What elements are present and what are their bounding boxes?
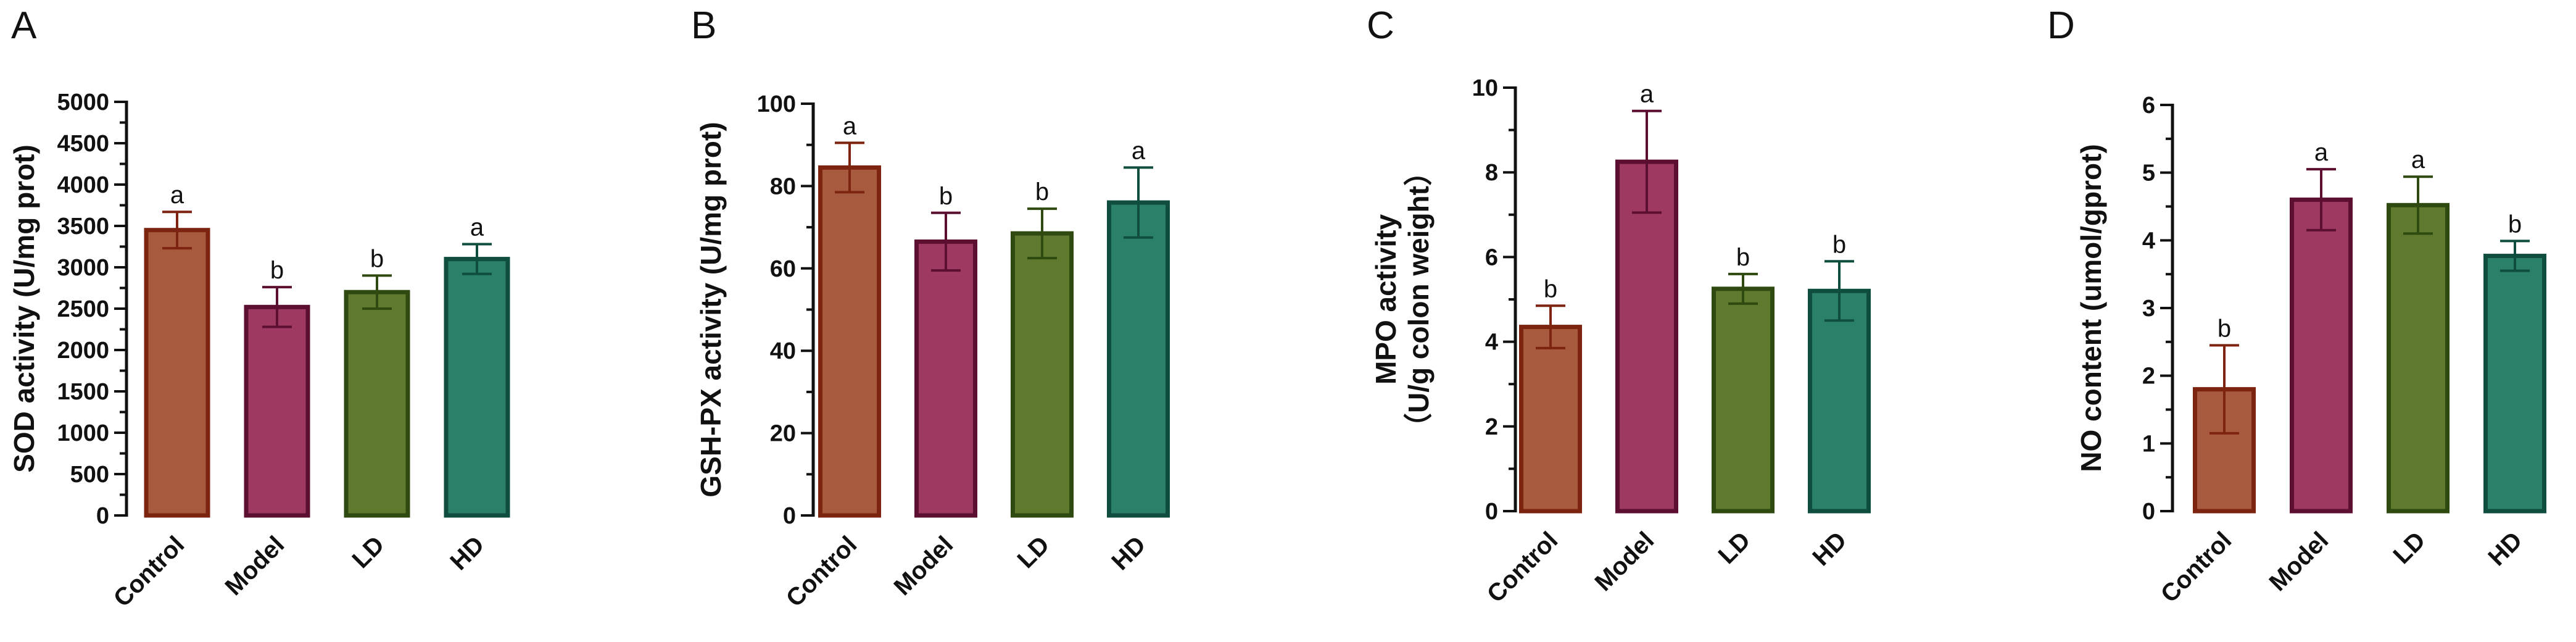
y-tick-label: 6: [1485, 244, 1498, 270]
y-tick-label: 3500: [57, 214, 109, 240]
bar-control: [144, 228, 210, 518]
x-tick-label-control: Control: [781, 531, 863, 612]
bar-model: [1615, 159, 1678, 514]
panel-d: D 0 1 2 3 4 5 6 NO content (umol/gprot) b Control a…: [2047, 4, 2546, 608]
y-tick-label: 10: [1472, 75, 1498, 101]
y-tick-label: 6: [2142, 93, 2155, 119]
y-tick-label: 5000: [57, 90, 109, 115]
y-axis-label: GSH-PX activity (U/mg prot): [695, 122, 727, 497]
significance-label-hd: a: [1132, 137, 1146, 164]
panel-c: C 0 2 4 6 8 10 MPO activity （U/g colon weight） b C…: [1367, 4, 1871, 608]
significance-label-ld: b: [1035, 178, 1049, 206]
y-tick-label: 60: [770, 256, 796, 282]
y-tick-label: 2000: [57, 338, 109, 364]
y-tick-label: 0: [1485, 499, 1498, 525]
y-tick-label: 4: [2142, 228, 2155, 254]
bar-ld: [2387, 202, 2450, 514]
x-tick-label-model: Model: [2264, 527, 2334, 596]
x-tick-label-control: Control: [109, 531, 190, 612]
y-tick-label: 100: [757, 91, 796, 117]
bar-control: [1519, 325, 1582, 514]
x-tick-label-ld: LD: [1713, 527, 1756, 569]
y-tick-label: 40: [770, 338, 796, 364]
y-tick-label: 8: [1485, 160, 1498, 186]
significance-label-model: a: [2314, 139, 2329, 166]
significance-label-control: a: [843, 112, 857, 140]
bar-ld: [344, 290, 410, 518]
y-tick-label: 2: [2142, 364, 2155, 390]
y-tick-label: 500: [70, 462, 109, 488]
x-tick-label-hd: HD: [1807, 527, 1852, 571]
significance-label-hd: b: [1833, 231, 1846, 258]
y-axis-label: SOD activity (U/mg prot): [8, 144, 40, 473]
panel-letter: D: [2047, 4, 2075, 47]
y-tick-label: 2: [1485, 414, 1498, 440]
significance-label-ld: b: [1736, 244, 1750, 271]
x-tick-label-hd: HD: [445, 531, 489, 575]
bar-hd: [2483, 254, 2546, 514]
y-tick-label: 4500: [57, 131, 109, 157]
bar-control: [2193, 387, 2256, 514]
bar-model: [914, 239, 977, 518]
y-tick-label: 0: [2142, 499, 2155, 525]
significance-label-control: a: [170, 181, 184, 209]
bar-hd: [444, 257, 510, 518]
bar-hd: [1107, 200, 1170, 518]
x-tick-label-control: Control: [2156, 527, 2237, 608]
x-tick-label-control: Control: [1482, 527, 1563, 608]
bar-control: [818, 165, 881, 518]
y-axis-label: MPO activity: [1370, 214, 1402, 385]
y-tick-label: 1: [2142, 431, 2155, 457]
significance-label-model: b: [270, 257, 284, 284]
panel-letter: C: [1367, 4, 1394, 47]
y-tick-label: 0: [783, 503, 796, 529]
x-tick-label-model: Model: [1590, 527, 1660, 596]
y-tick-label: 4000: [57, 172, 109, 198]
significance-label-hd: b: [2508, 211, 2522, 238]
x-tick-label-hd: HD: [2483, 527, 2527, 571]
significance-label-ld: b: [370, 245, 384, 272]
bar-ld: [1712, 286, 1775, 514]
significance-label-model: b: [939, 183, 953, 210]
panel-letter: A: [11, 4, 37, 47]
bar-hd: [1808, 288, 1871, 514]
y-tick-label: 80: [770, 173, 796, 199]
panel-a: A 0 500 1000 1500 2000 2500 3000 3500 4000 4500 500…: [8, 4, 510, 612]
x-tick-label-ld: LD: [2388, 527, 2431, 569]
significance-label-control: b: [1544, 275, 1557, 302]
x-tick-label-ld: LD: [347, 531, 390, 573]
y-tick-label: 1500: [57, 379, 109, 405]
y-axis-label: NO content (umol/gprot): [2075, 144, 2107, 472]
bar-model: [2290, 198, 2353, 514]
y-tick-label: 1000: [57, 420, 109, 446]
panel-b: B 0 20 40 60 80 100 GSH-PX activity (U/mg prot)…: [691, 4, 1170, 612]
significance-label-ld: a: [2411, 146, 2425, 173]
significance-label-hd: a: [470, 214, 484, 241]
significance-label-control: b: [2218, 315, 2231, 342]
bar-ld: [1011, 231, 1074, 518]
y-tick-label: 3000: [57, 255, 109, 281]
y-tick-label: 4: [1485, 330, 1498, 356]
y-axis-label-line2: （U/g colon weight）: [1402, 157, 1435, 441]
x-tick-label-ld: LD: [1013, 531, 1055, 573]
x-tick-label-model: Model: [220, 531, 290, 601]
panel-letter: B: [691, 4, 716, 47]
x-tick-label-hd: HD: [1106, 531, 1151, 575]
y-tick-label: 20: [770, 421, 796, 447]
x-tick-label-model: Model: [889, 531, 959, 601]
bar-model: [244, 304, 310, 518]
y-tick-label: 5: [2142, 160, 2155, 186]
significance-label-model: a: [1640, 81, 1654, 108]
y-tick-label: 3: [2142, 296, 2155, 322]
y-tick-label: 0: [96, 503, 109, 529]
y-tick-label: 2500: [57, 296, 109, 322]
